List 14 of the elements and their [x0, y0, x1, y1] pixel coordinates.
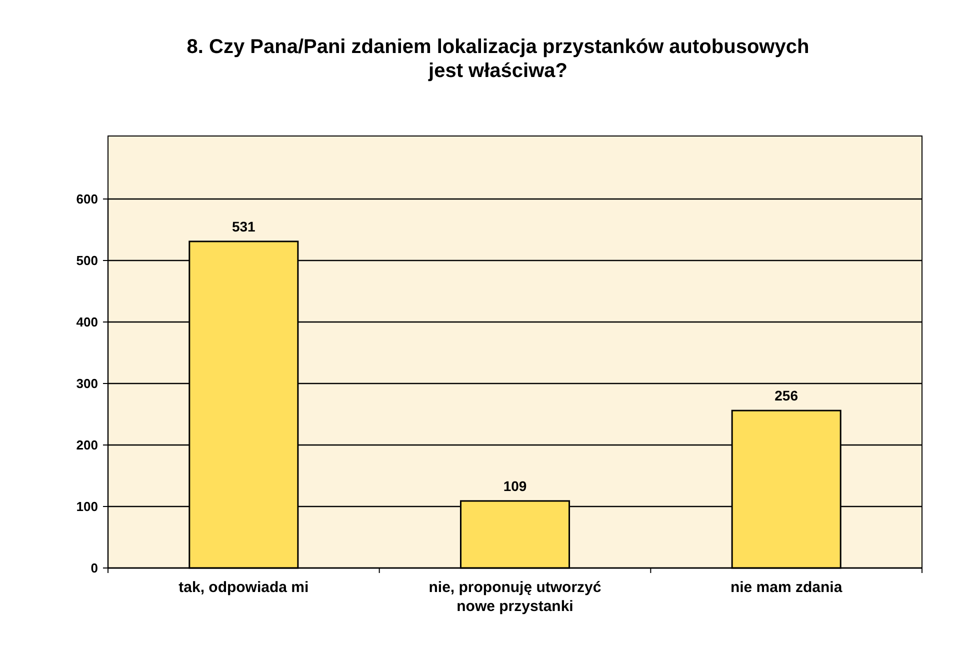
y-tick-label: 200 [76, 438, 98, 453]
data-label: 256 [774, 388, 798, 404]
y-tick-label: 400 [76, 314, 98, 330]
y-tick-label: 500 [76, 253, 98, 268]
y-tick-label: 0 [90, 560, 98, 576]
x-tick-label: nie, proponuję utworzyć nowe przystanki [428, 579, 602, 615]
chart-title: 8. Czy Pana/Pani zdaniem lokalizacja przystanków autobusowych jest właściwa? [186, 36, 810, 82]
y-tick-label: 100 [76, 499, 98, 514]
y-tick-label: 300 [76, 376, 98, 392]
y-tick-label: 600 [76, 192, 98, 207]
data-label: 109 [503, 478, 527, 494]
data-label: 531 [232, 218, 256, 234]
x-tick-label: nie mam zdania [730, 579, 843, 596]
x-tick-label: tak, odpowiada mi [178, 579, 309, 596]
